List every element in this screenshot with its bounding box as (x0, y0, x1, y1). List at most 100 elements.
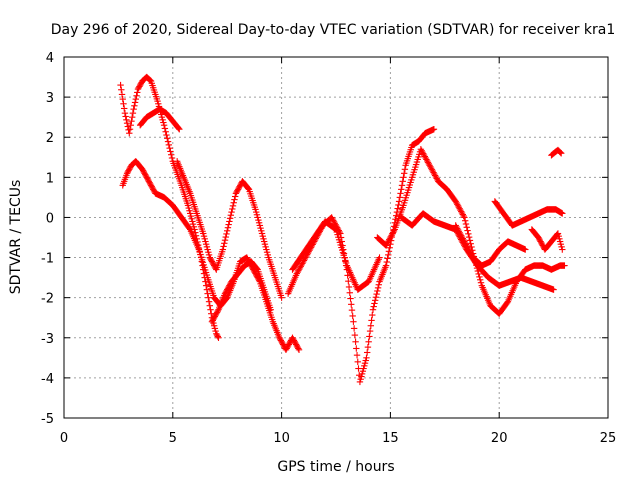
data-point (297, 263, 304, 270)
data-point (454, 202, 462, 209)
data-point (161, 125, 169, 132)
x-tick-label: 25 (600, 431, 617, 446)
y-tick-label: 1 (46, 171, 54, 186)
data-point (366, 333, 373, 340)
data-point (375, 281, 382, 288)
data-point (454, 225, 461, 232)
data-point (365, 338, 372, 345)
data-point (453, 223, 460, 231)
data-point (374, 287, 381, 295)
data-point (345, 283, 353, 291)
data-point (465, 245, 472, 253)
data-point (227, 212, 235, 219)
data-point (121, 105, 128, 112)
data-point (166, 144, 173, 152)
data-point (328, 214, 335, 221)
data-point (214, 307, 221, 315)
data-point (366, 327, 374, 335)
y-tick-label: -3 (41, 332, 54, 347)
data-point (389, 229, 397, 236)
data-point (302, 254, 309, 261)
data-point (459, 235, 467, 242)
series-sat-g (289, 218, 383, 293)
data-point (198, 258, 206, 265)
data-point (452, 198, 459, 205)
data-point (128, 113, 136, 121)
data-point (253, 265, 261, 272)
data-point (347, 295, 354, 302)
data-point (299, 260, 306, 267)
data-point (467, 249, 474, 257)
data-point (126, 130, 133, 137)
data-point (219, 246, 227, 253)
data-point (129, 109, 137, 117)
data-point (245, 185, 252, 192)
data-point (220, 243, 227, 250)
data-point (224, 224, 232, 231)
data-point (456, 205, 463, 212)
data-point (432, 173, 440, 181)
y-tick-label: 0 (46, 211, 54, 226)
data-point (396, 194, 404, 201)
data-point (337, 230, 344, 237)
y-tick-label: 4 (46, 51, 54, 66)
data-point (118, 91, 126, 98)
data-point (385, 248, 393, 255)
x-tick-label: 5 (169, 431, 177, 446)
data-point (331, 225, 338, 232)
data-point (134, 89, 141, 96)
data-point (394, 205, 401, 212)
data-point (215, 334, 222, 341)
plot-frame (63, 56, 609, 419)
data-point (417, 146, 425, 153)
data-point (226, 215, 234, 222)
data-point (206, 302, 213, 309)
data-point (425, 160, 432, 168)
data-point (468, 251, 475, 258)
data-point (461, 214, 468, 221)
data-point (175, 125, 182, 132)
data-point (230, 199, 237, 206)
data-point (370, 303, 377, 310)
data-point (352, 338, 359, 345)
y-axis-label: SDTVAR / TECUs (8, 180, 24, 295)
data-point (221, 236, 229, 244)
data-point (369, 306, 377, 313)
data-point (349, 312, 356, 320)
data-point (363, 354, 370, 362)
data-point (345, 277, 352, 285)
series-sat-m (548, 146, 565, 159)
series-sat-k (491, 198, 566, 229)
data-point (123, 116, 130, 124)
data-point (298, 261, 305, 269)
data-point (453, 199, 460, 207)
data-point (131, 102, 138, 110)
data-point (128, 117, 135, 125)
data-point (167, 148, 174, 155)
data-point (231, 196, 238, 203)
data-point (125, 126, 132, 134)
data-point (164, 135, 171, 142)
data-point (205, 298, 213, 305)
data-point (419, 148, 426, 156)
data-point (398, 182, 406, 189)
data-point (293, 270, 301, 277)
data-point (464, 244, 471, 251)
data-point (226, 218, 233, 225)
y-tick-label: -2 (41, 292, 54, 307)
data-point (223, 230, 230, 238)
data-point (295, 267, 302, 274)
data-point (427, 163, 434, 170)
data-point (204, 290, 211, 297)
data-point (386, 244, 393, 251)
data-point (390, 227, 398, 235)
data-points (117, 73, 568, 386)
series-sat-c (136, 105, 183, 133)
y-tick-label: 3 (46, 91, 54, 106)
data-point (371, 300, 378, 307)
data-point (348, 301, 355, 308)
x-tick-label: 0 (60, 431, 68, 446)
data-point (195, 244, 203, 252)
y-tick-label: -5 (41, 412, 54, 427)
data-point (296, 264, 304, 271)
